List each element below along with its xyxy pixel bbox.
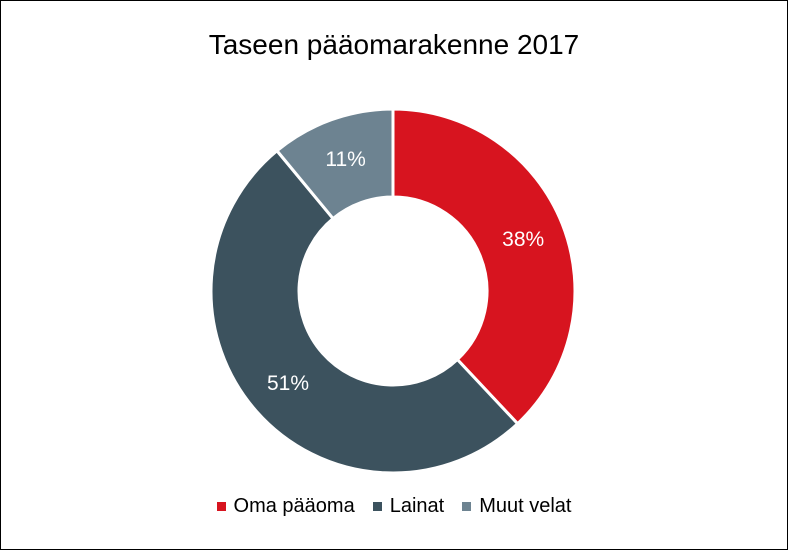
slice-lainat [209, 148, 520, 475]
legend-item-oma-pääoma: Oma pääoma [216, 495, 355, 518]
data-labels-group: 38% 51% 11% [267, 148, 544, 395]
legend-swatch [462, 502, 472, 511]
data-label-oma-pääoma: 38% [502, 228, 544, 251]
legend-item-lainat: Lainat [372, 495, 445, 518]
slice-muut-velat [274, 107, 395, 221]
legend-swatch [216, 502, 226, 511]
legend-swatch [372, 502, 382, 511]
chart-title: Taseen pääomarakenne 2017 [208, 29, 580, 60]
legend-item-muut-velat: Muut velat [462, 495, 571, 518]
slices-group [209, 107, 577, 475]
slice-oma-pääoma [391, 107, 577, 426]
data-label-lainat: 51% [267, 372, 309, 395]
data-label-muut-velat: 11% [325, 148, 365, 171]
legend-label: Muut velat [479, 495, 572, 517]
legend-label: Lainat [389, 495, 445, 517]
legend: Oma pääoma Lainat Muut velat [1, 495, 787, 518]
legend-label: Oma pääoma [233, 495, 355, 517]
